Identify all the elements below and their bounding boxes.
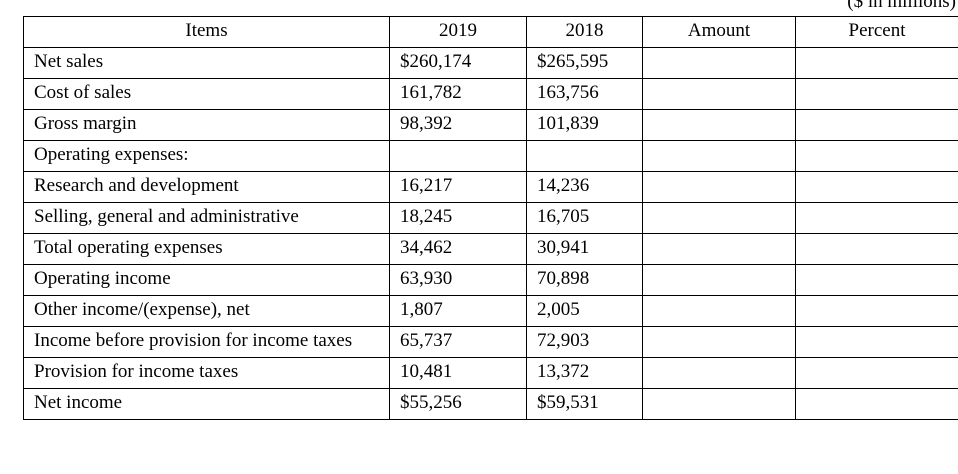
value-cell: 18,245 [389,202,527,234]
value-cell: 2,005 [526,295,643,327]
table-row: Operating expenses: [23,140,958,172]
value-cell [642,357,796,389]
table-row: Cost of sales 161,782 163,756 [23,78,958,110]
value-cell [795,171,958,203]
table-row: Provision for income taxes 10,481 13,372 [23,357,958,389]
value-cell [795,47,958,79]
table-row: Income before provision for income taxes… [23,326,958,358]
table-row: Total operating expenses 34,462 30,941 [23,233,958,265]
table-row: Net sales $260,174 $265,595 [23,47,958,79]
value-cell: 10,481 [389,357,527,389]
column-header: 2018 [526,16,643,48]
unit-note: ($ in millions) [847,0,956,12]
header-row: Items 2019 2018 Amount Percent [23,16,958,48]
table-row: Other income/(expense), net 1,807 2,005 [23,295,958,327]
value-cell: 16,705 [526,202,643,234]
item-cell: Operating expenses: [23,140,390,172]
value-cell: 72,903 [526,326,643,358]
value-cell: 63,930 [389,264,527,296]
table-row: Gross margin 98,392 101,839 [23,109,958,141]
item-cell: Provision for income taxes [23,357,390,389]
item-cell: Other income/(expense), net [23,295,390,327]
value-cell [795,326,958,358]
value-cell [795,202,958,234]
value-cell: 1,807 [389,295,527,327]
value-cell [795,357,958,389]
value-cell [795,109,958,141]
value-cell: $55,256 [389,388,527,420]
item-cell: Income before provision for income taxes [23,326,390,358]
value-cell [526,140,643,172]
value-cell: 98,392 [389,109,527,141]
income-table: Items 2019 2018 Amount Percent Net sales $260… [23,16,958,420]
value-cell: $260,174 [389,47,527,79]
item-cell: Net income [23,388,390,420]
table-row: Net income $55,256 $59,531 [23,388,958,420]
table-row: Selling, general and administrative 18,24… [23,202,958,234]
value-cell: 13,372 [526,357,643,389]
item-cell: Gross margin [23,109,390,141]
value-cell [795,295,958,327]
value-cell: 70,898 [526,264,643,296]
value-cell [642,233,796,265]
table-row: Research and development 16,217 14,236 [23,171,958,203]
value-cell [795,78,958,110]
column-header: Items [23,16,390,48]
column-header: Amount [642,16,796,48]
value-cell: 163,756 [526,78,643,110]
value-cell [795,233,958,265]
value-cell [642,326,796,358]
value-cell: 30,941 [526,233,643,265]
item-cell: Operating income [23,264,390,296]
value-cell: 65,737 [389,326,527,358]
item-cell: Research and development [23,171,390,203]
item-cell: Total operating expenses [23,233,390,265]
item-cell: Net sales [23,47,390,79]
value-cell [795,140,958,172]
value-cell [795,264,958,296]
value-cell [389,140,527,172]
value-cell: 161,782 [389,78,527,110]
value-cell [642,295,796,327]
value-cell: 16,217 [389,171,527,203]
value-cell [642,202,796,234]
value-cell [642,264,796,296]
table-body: Net sales $260,174 $265,595 Cost of sales 16… [23,47,958,420]
value-cell [642,171,796,203]
value-cell [642,388,796,420]
value-cell [795,388,958,420]
item-cell: Selling, general and administrative [23,202,390,234]
value-cell: 101,839 [526,109,643,141]
value-cell: $265,595 [526,47,643,79]
item-cell: Cost of sales [23,78,390,110]
column-header: 2019 [389,16,527,48]
table-row: Operating income 63,930 70,898 [23,264,958,296]
value-cell: 14,236 [526,171,643,203]
value-cell: 34,462 [389,233,527,265]
column-header: Percent [795,16,958,48]
value-cell [642,140,796,172]
value-cell [642,47,796,79]
value-cell [642,78,796,110]
value-cell: $59,531 [526,388,643,420]
value-cell [642,109,796,141]
